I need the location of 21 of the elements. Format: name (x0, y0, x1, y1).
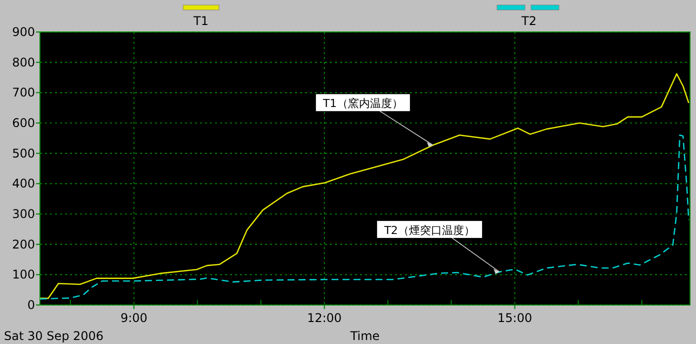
line-series (39, 73, 690, 299)
x-tick-label: 15:00 (498, 311, 532, 325)
annotation: T1（窯内温度） (322, 97, 403, 110)
x-tick-label: 12:00 (307, 311, 342, 325)
y-tick-label: 300 (12, 207, 35, 221)
y-tick-label: 100 (12, 268, 35, 282)
text: Sat 30 Sep 2006 (4, 329, 104, 343)
y-tick-label: 500 (12, 146, 35, 160)
line-series (39, 134, 690, 300)
y-tick-label: 800 (12, 55, 35, 70)
legend-label: T2 (520, 14, 536, 28)
x-tick-label: 9:00 (120, 311, 148, 325)
legend-label: T1 (192, 14, 208, 28)
y-tick-label: 0 (27, 298, 35, 312)
annotation: T2（煙突口温度） (383, 224, 475, 237)
x-axis-title: Time (349, 329, 380, 343)
y-tick-label: 900 (12, 25, 35, 39)
y-tick-label: 600 (12, 116, 35, 130)
y-tick-label: 400 (12, 176, 35, 191)
y-tick-label: 200 (12, 237, 35, 252)
y-tick-label: 700 (12, 86, 35, 100)
